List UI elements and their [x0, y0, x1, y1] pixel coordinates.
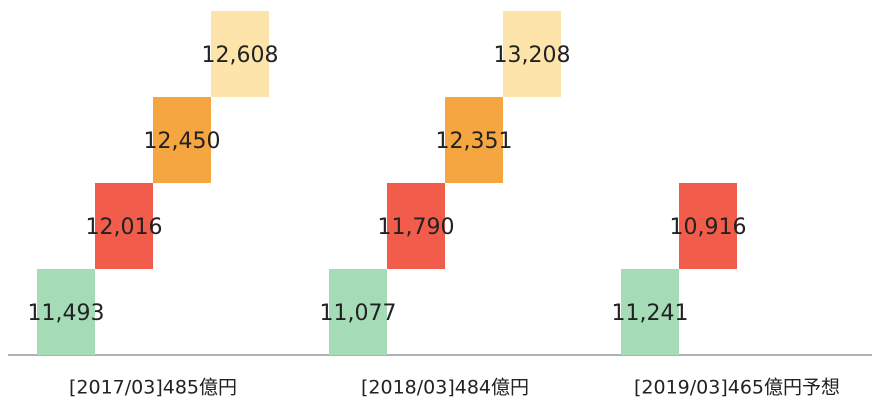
- value-label: 12,351: [436, 129, 513, 154]
- value-label: 11,077: [320, 301, 397, 326]
- block: [37, 269, 95, 355]
- value-label: 12,450: [144, 129, 221, 154]
- block: [387, 183, 445, 269]
- block: [445, 97, 503, 183]
- block: [679, 183, 737, 269]
- block: [153, 97, 211, 183]
- block: [95, 183, 153, 269]
- category-label: [2019/03]465億円予想: [634, 377, 840, 399]
- value-label: 13,208: [494, 43, 571, 68]
- block: [503, 11, 561, 97]
- category-label: [2017/03]485億円: [69, 377, 237, 399]
- value-label: 12,608: [202, 43, 279, 68]
- value-label: 12,016: [86, 215, 163, 240]
- category-label: [2018/03]484億円: [361, 377, 529, 399]
- value-label: 11,493: [28, 301, 105, 326]
- value-label: 11,790: [378, 215, 455, 240]
- block: [211, 11, 269, 97]
- value-label: 10,916: [670, 215, 747, 240]
- block: [329, 269, 387, 355]
- block: [621, 269, 679, 355]
- value-label: 11,241: [612, 301, 689, 326]
